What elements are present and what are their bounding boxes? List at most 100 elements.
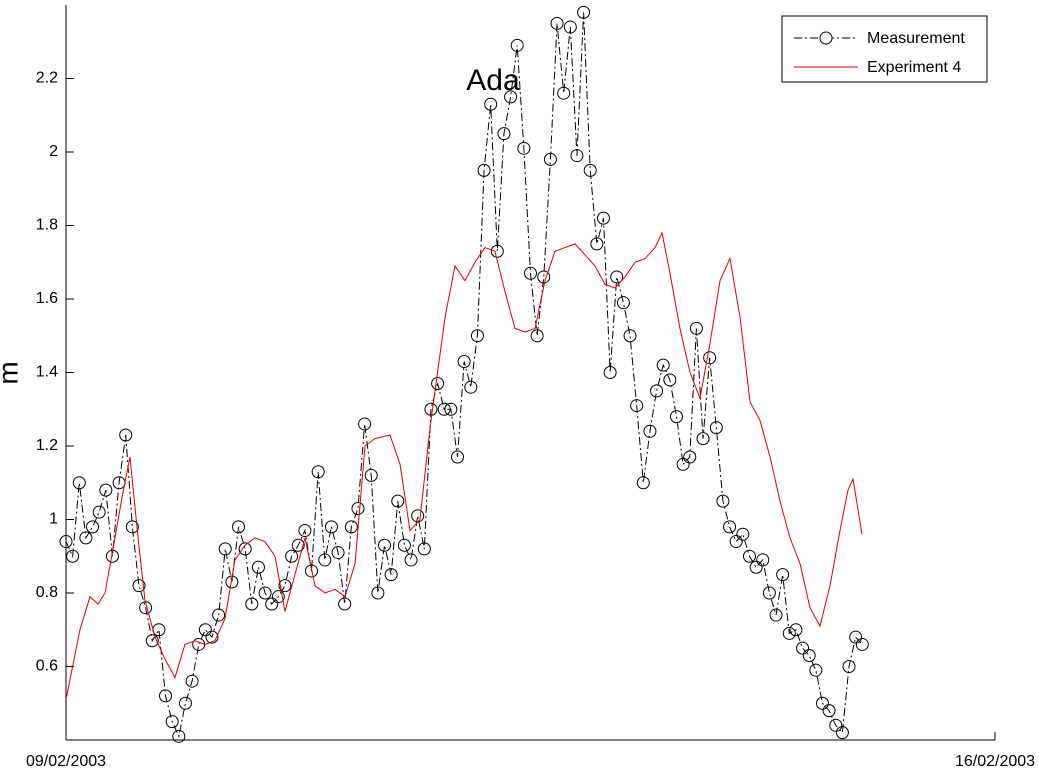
marker: [185, 674, 199, 688]
marker: [470, 329, 484, 343]
marker: [756, 553, 770, 567]
marker: [59, 535, 73, 549]
marker: [543, 152, 557, 166]
marker: [397, 538, 411, 552]
marker: [769, 608, 783, 622]
marker: [411, 509, 425, 523]
marker: [596, 211, 610, 225]
marker: [258, 586, 272, 600]
marker: [749, 560, 763, 574]
marker: [291, 538, 305, 552]
marker: [198, 623, 212, 637]
marker: [776, 568, 790, 582]
marker: [530, 329, 544, 343]
marker: [125, 520, 139, 534]
marker: [716, 494, 730, 508]
marker: [271, 590, 285, 604]
marker: [378, 538, 392, 552]
marker: [464, 380, 478, 394]
marker: [636, 476, 650, 490]
marker: [331, 546, 345, 560]
marker: [709, 421, 723, 435]
marker: [364, 468, 378, 482]
marker: [683, 450, 697, 464]
marker: [172, 729, 186, 743]
marker: [550, 16, 564, 30]
marker: [855, 637, 869, 651]
y-tick-label: 1: [49, 511, 58, 528]
marker: [145, 634, 159, 648]
marker: [371, 586, 385, 600]
y-tick-label: 1.2: [36, 437, 58, 454]
chart-title: Ada: [466, 64, 520, 97]
marker: [265, 597, 279, 611]
marker: [650, 384, 664, 398]
marker: [789, 623, 803, 637]
marker: [278, 579, 292, 593]
series-line: [65, 231, 863, 700]
marker: [557, 86, 571, 100]
marker: [703, 351, 717, 365]
marker: [802, 648, 816, 662]
marker: [524, 266, 537, 280]
marker: [577, 5, 591, 19]
marker: [404, 553, 418, 567]
marker: [729, 535, 743, 549]
marker: [251, 560, 265, 574]
marker: [477, 163, 491, 177]
marker: [742, 549, 756, 563]
marker: [391, 494, 405, 508]
series-line: [65, 12, 863, 738]
marker: [736, 527, 750, 541]
marker: [99, 483, 113, 497]
marker: [298, 524, 312, 538]
marker: [610, 270, 624, 284]
legend-label: Experiment 4: [867, 59, 961, 76]
marker: [829, 718, 843, 732]
marker: [305, 564, 319, 578]
marker: [656, 358, 670, 372]
y-tick-label: 0.8: [36, 584, 58, 601]
marker: [285, 549, 299, 563]
marker: [245, 597, 259, 611]
marker: [809, 663, 823, 677]
marker: [762, 586, 776, 600]
marker: [490, 244, 504, 258]
marker: [159, 689, 173, 703]
marker: [510, 38, 524, 52]
marker: [92, 505, 106, 519]
marker: [782, 626, 796, 640]
y-tick-label: 2.2: [36, 70, 58, 87]
marker: [484, 97, 498, 111]
marker: [616, 296, 630, 310]
marker: [570, 149, 584, 163]
marker: [311, 465, 325, 479]
marker: [822, 704, 836, 718]
marker: [238, 542, 252, 556]
marker: [431, 377, 445, 391]
marker: [192, 637, 206, 651]
marker: [457, 354, 471, 368]
marker: [338, 597, 352, 611]
x-tick-label: 16/02/2003: [955, 753, 1035, 769]
legend-label: Measurement: [867, 30, 965, 47]
y-tick-label: 2: [49, 143, 58, 160]
marker: [623, 329, 637, 343]
marker: [676, 457, 690, 471]
marker: [324, 520, 338, 534]
legend-box: [781, 15, 988, 83]
marker: [351, 501, 365, 515]
y-axis-label: m: [0, 361, 23, 384]
marker: [517, 141, 531, 155]
marker: [444, 402, 458, 416]
y-tick-label: 0.6: [36, 658, 58, 675]
y-tick-label: 1.8: [36, 217, 58, 234]
legend-marker: [819, 31, 833, 45]
marker: [205, 630, 219, 644]
marker: [796, 641, 810, 655]
marker: [358, 417, 372, 431]
marker: [696, 432, 710, 446]
marker: [643, 424, 657, 438]
marker: [344, 520, 358, 534]
